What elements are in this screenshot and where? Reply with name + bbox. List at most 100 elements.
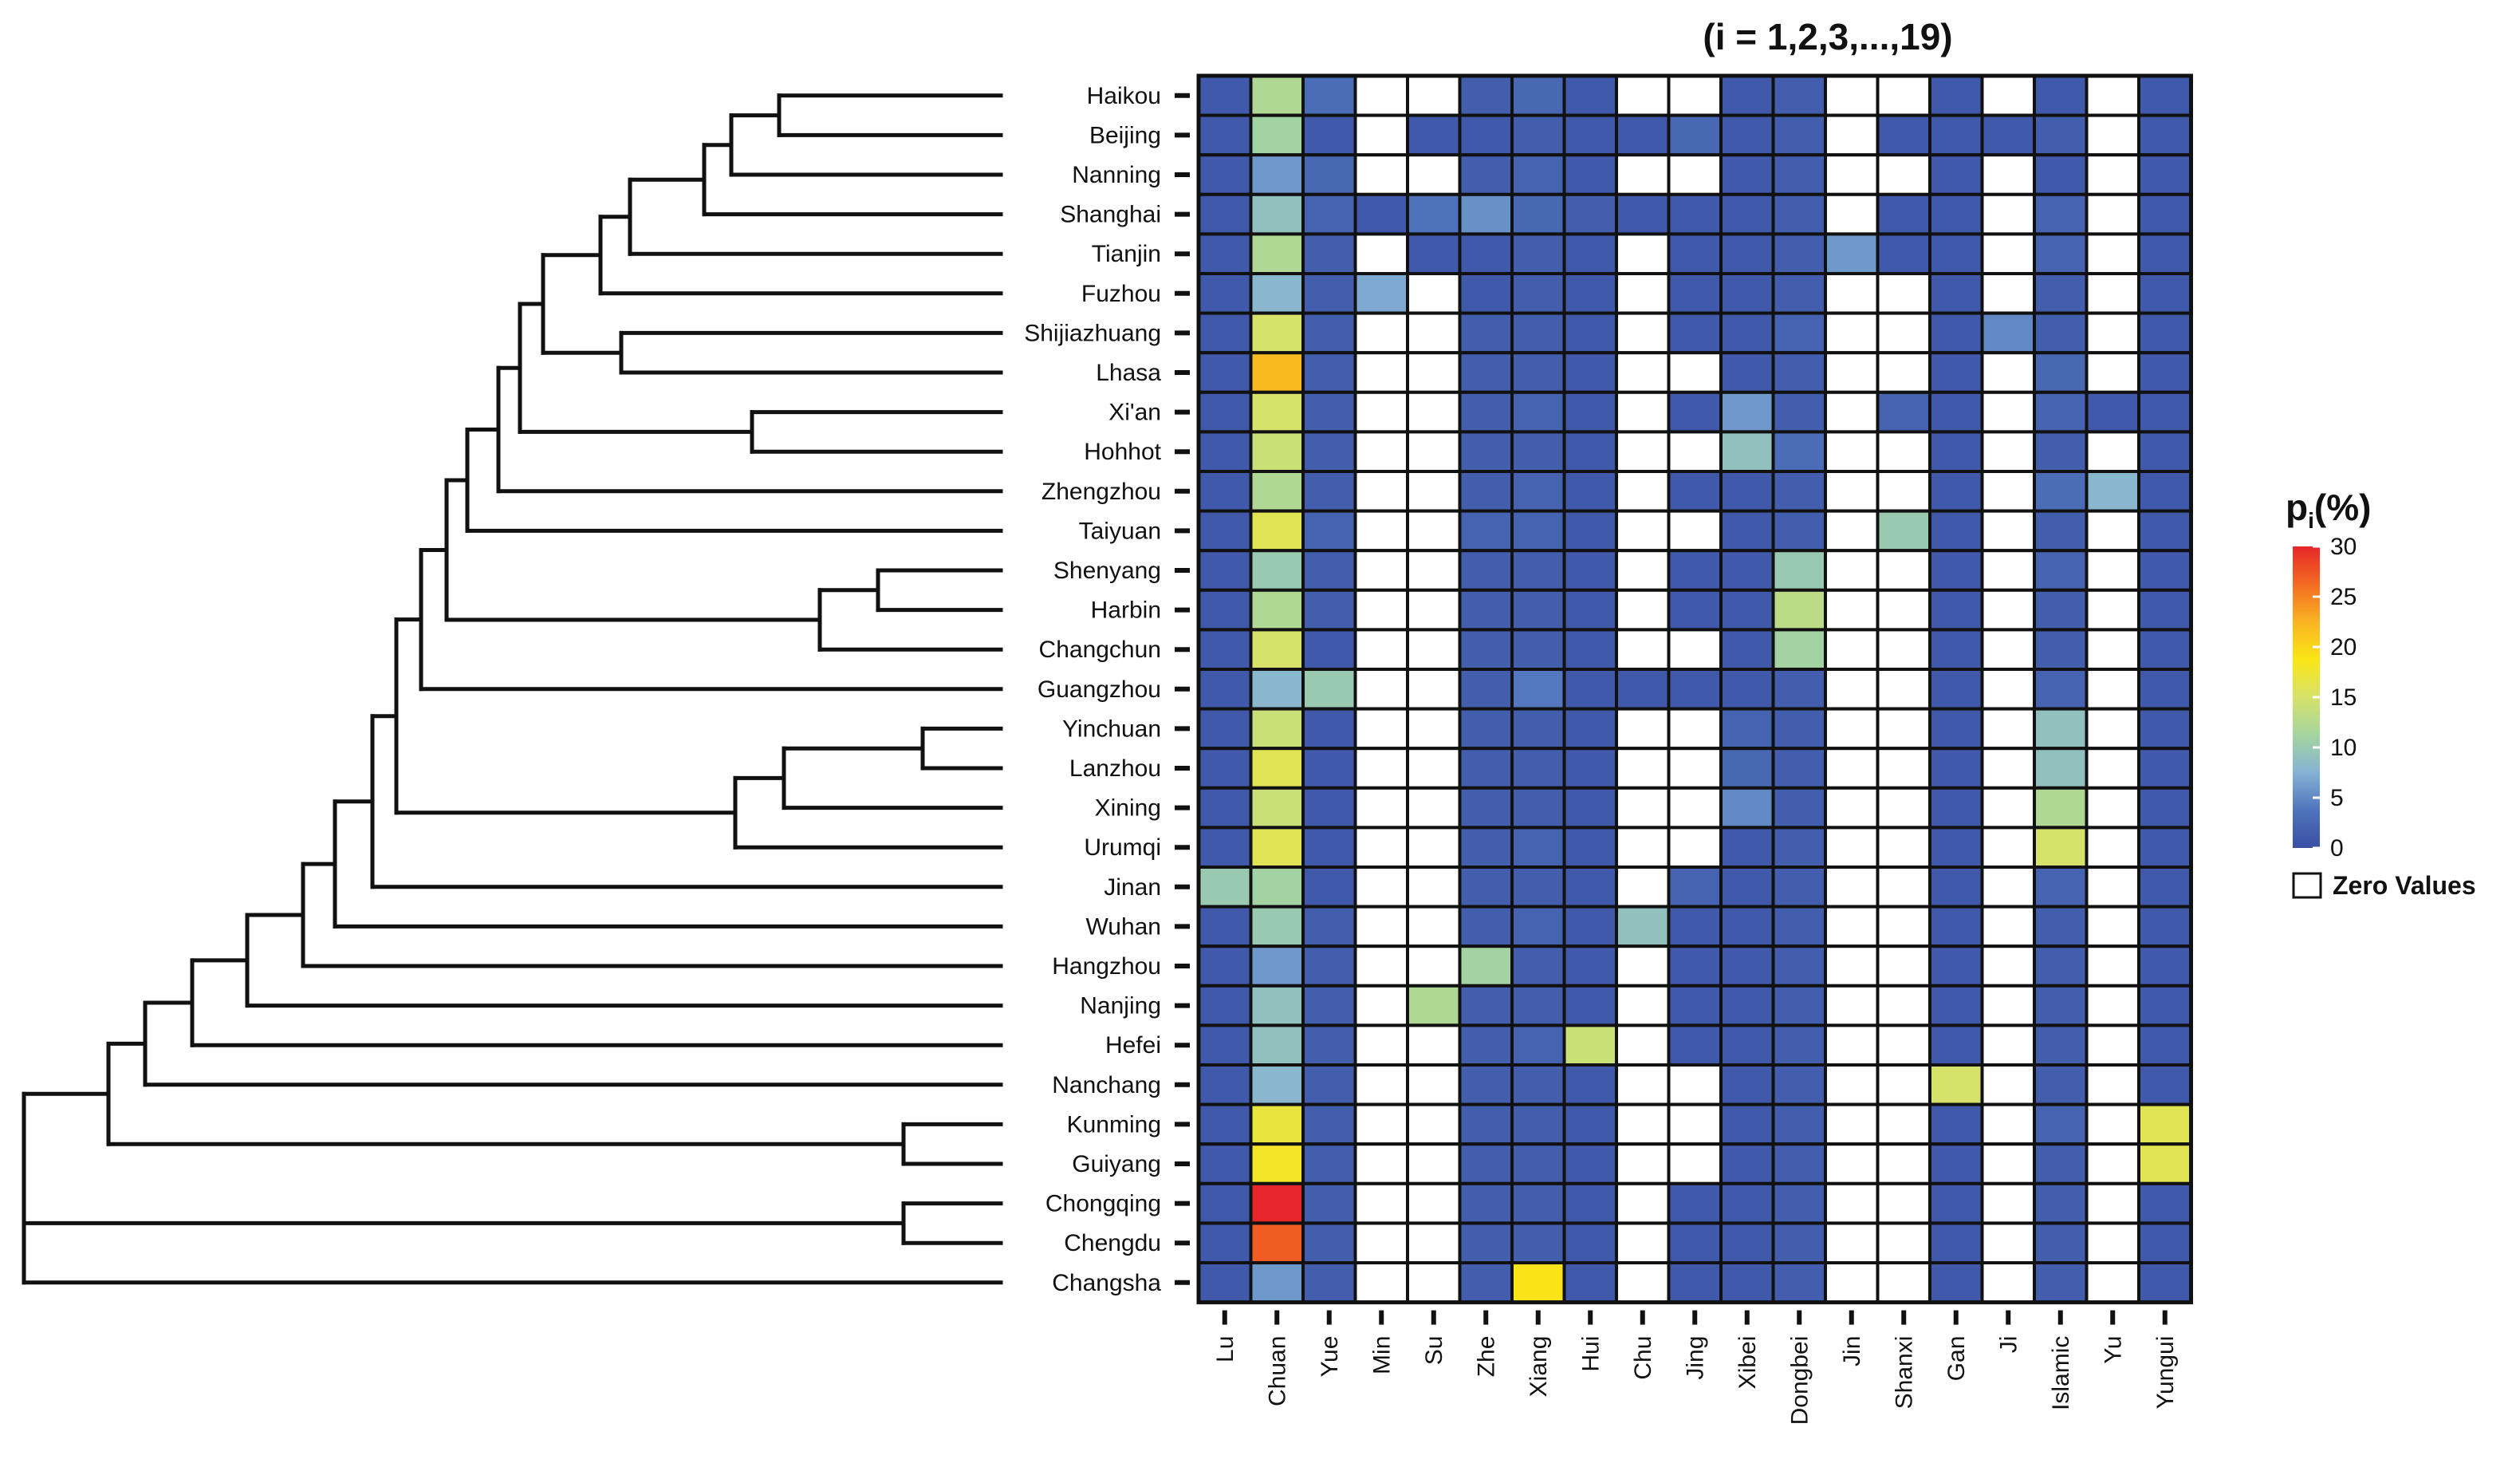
heatmap-cell	[1197, 549, 1253, 592]
column-label: Yungui	[2152, 1336, 2179, 1410]
heatmap-cell	[1510, 1221, 1566, 1265]
heatmap-cell	[1510, 786, 1566, 830]
heatmap-cell	[1719, 272, 1775, 315]
heatmap-cell	[1667, 153, 1723, 196]
heatmap-cell	[1197, 786, 1253, 830]
heatmap-cell	[1353, 390, 1409, 434]
heatmap-cell	[1771, 430, 1827, 474]
heatmap-cell	[1197, 311, 1253, 355]
heatmap-cell	[1353, 944, 1409, 988]
heatmap-cell	[1719, 311, 1775, 355]
heatmap-cell	[1667, 192, 1723, 236]
heatmap-cell	[2033, 1142, 2089, 1185]
heatmap-cell	[1615, 390, 1671, 434]
heatmap-cell	[1615, 311, 1671, 355]
heatmap-cell	[1249, 588, 1305, 632]
heatmap-cell	[1928, 1063, 1984, 1106]
heatmap-cell	[1771, 628, 1827, 672]
heatmap-cell	[1824, 668, 1880, 711]
heatmap-cell	[1249, 470, 1305, 513]
heatmap-cell	[1824, 707, 1880, 751]
heatmap-cell	[2033, 905, 2089, 948]
heatmap-cell	[2137, 311, 2193, 355]
heatmap-cell	[1667, 1261, 1723, 1304]
heatmap-cell	[1197, 232, 1253, 275]
heatmap-cell	[1615, 549, 1671, 592]
heatmap-cell	[1301, 747, 1357, 790]
heatmap-cell	[2137, 1142, 2193, 1185]
heatmap-cell	[1771, 153, 1827, 196]
heatmap-cell	[1406, 1142, 1462, 1185]
heatmap-cell	[1667, 549, 1723, 592]
heatmap-cell	[1615, 1063, 1671, 1106]
heatmap-cell	[2085, 1142, 2140, 1185]
heatmap-cell	[1824, 786, 1880, 830]
legend-title: pi(%)	[2286, 487, 2371, 533]
heatmap-cell	[1667, 588, 1723, 632]
heatmap-cell	[2085, 1023, 2140, 1067]
heatmap-cell	[1562, 232, 1618, 275]
heatmap-cell	[1562, 1261, 1618, 1304]
heatmap-cell	[1458, 668, 1514, 711]
heatmap-cell	[1771, 232, 1827, 275]
heatmap-cell	[1353, 984, 1409, 1027]
heatmap-cell	[1562, 1142, 1618, 1185]
heatmap-cell	[1719, 1102, 1775, 1146]
heatmap-cell	[1406, 944, 1462, 988]
heatmap-cell	[2085, 232, 2140, 275]
heatmap-cell	[1771, 549, 1827, 592]
heatmap-cell	[1249, 311, 1305, 355]
row-label: Guiyang	[1072, 1151, 1161, 1177]
heatmap-cell	[1406, 351, 1462, 394]
heatmap-cell	[1876, 747, 1931, 790]
heatmap-cell	[1615, 944, 1671, 988]
heatmap-cell	[1249, 786, 1305, 830]
heatmap-cell	[1249, 390, 1305, 434]
row-label: Lhasa	[1096, 360, 1161, 386]
heatmap-cell	[1719, 1261, 1775, 1304]
row-label: Harbin	[1091, 597, 1161, 624]
heatmap-cell	[2137, 944, 2193, 988]
heatmap-cell	[1980, 153, 2036, 196]
heatmap-cell	[1562, 826, 1618, 869]
heatmap-cell	[1667, 1023, 1723, 1067]
heatmap-cell	[1510, 390, 1566, 434]
heatmap-cell	[1301, 1261, 1357, 1304]
heatmap-border	[1196, 73, 2193, 1305]
heatmap-cell	[1301, 113, 1357, 157]
heatmap-cell	[1562, 905, 1618, 948]
heatmap-cell	[1562, 430, 1618, 474]
colorbar-tick-label: 20	[2330, 634, 2357, 660]
heatmap-cell	[1406, 113, 1462, 157]
heatmap-cell	[1406, 1221, 1462, 1265]
heatmap-cell	[1510, 74, 1566, 117]
heatmap-cell	[2033, 984, 2089, 1027]
heatmap-cell	[2033, 588, 2089, 632]
heatmap-cell	[1197, 826, 1253, 869]
column-label: Shanxi	[1891, 1336, 1917, 1410]
row-label: Changchun	[1039, 637, 1161, 663]
heatmap-cell	[1980, 826, 2036, 869]
heatmap-cell	[1249, 232, 1305, 275]
heatmap-cell	[1928, 153, 1984, 196]
heatmap-cell	[1719, 549, 1775, 592]
heatmap-cell	[1980, 944, 2036, 988]
heatmap-cell	[1980, 588, 2036, 632]
heatmap-cell	[1249, 1221, 1305, 1265]
heatmap-cell	[1301, 944, 1357, 988]
heatmap-cell	[1667, 351, 1723, 394]
heatmap-cell	[1771, 944, 1827, 988]
heatmap-cell	[1458, 866, 1514, 909]
heatmap-cell	[1458, 113, 1514, 157]
colorbar-ticks: 30 25 20 15 10 5 0	[2313, 534, 2357, 862]
heatmap-cell	[2085, 588, 2140, 632]
heatmap-cell	[1667, 668, 1723, 711]
heatmap-cell	[1249, 1023, 1305, 1067]
heatmap-cell	[1301, 1023, 1357, 1067]
heatmap-cell	[1824, 747, 1880, 790]
heatmap-cell	[1719, 192, 1775, 236]
heatmap-cell	[1510, 628, 1566, 672]
heatmap-cell	[1406, 549, 1462, 592]
heatmap-cell	[1249, 826, 1305, 869]
heatmap-cell	[1197, 1261, 1253, 1304]
